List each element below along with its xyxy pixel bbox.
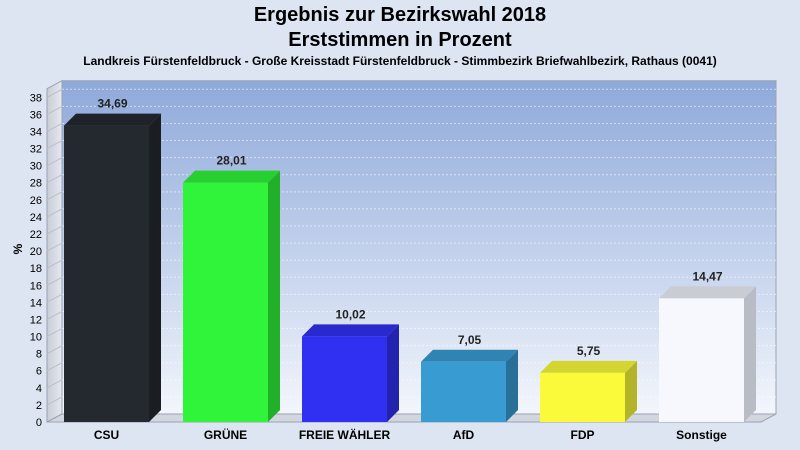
gridline-side bbox=[46, 225, 63, 235]
y-tick-label: 18 bbox=[30, 263, 42, 275]
y-axis-label: % bbox=[11, 243, 25, 254]
bar-top bbox=[183, 170, 280, 183]
chart-title: Ergebnis zur Bezirkswahl 2018 bbox=[253, 4, 547, 26]
gridline-side bbox=[46, 259, 63, 269]
gridline-side bbox=[46, 379, 63, 389]
y-tick-label: 20 bbox=[30, 246, 42, 258]
x-tick-label: Sonstige bbox=[676, 428, 727, 442]
gridline-side bbox=[46, 123, 63, 132]
bar bbox=[64, 125, 149, 423]
bar bbox=[183, 182, 268, 422]
y-tick-label: 26 bbox=[30, 195, 42, 207]
x-tick-label: AfD bbox=[453, 428, 475, 442]
bar-side bbox=[506, 349, 518, 422]
bar-value-label: 7,05 bbox=[458, 333, 482, 347]
y-tick-label: 14 bbox=[30, 297, 42, 309]
y-tick-label: 6 bbox=[36, 366, 42, 378]
bar bbox=[659, 298, 744, 422]
y-tick-label: 28 bbox=[30, 178, 42, 190]
y-tick-label: 34 bbox=[30, 126, 42, 138]
y-tick-label: 12 bbox=[30, 314, 42, 326]
bar-value-label: 14,47 bbox=[692, 269, 722, 283]
y-tick-label: 22 bbox=[30, 229, 42, 241]
gridline-side bbox=[46, 345, 63, 355]
bar-value-label: 5,75 bbox=[577, 344, 601, 358]
y-tick-label: 24 bbox=[30, 212, 42, 224]
x-tick-label: FDP bbox=[571, 428, 595, 442]
gridline-side bbox=[46, 157, 63, 167]
bar-side bbox=[744, 286, 756, 422]
y-tick-label: 30 bbox=[30, 161, 42, 173]
bar-side bbox=[268, 170, 280, 422]
gridline-side bbox=[46, 276, 63, 286]
gridline-side bbox=[46, 396, 63, 406]
plot-background bbox=[61, 80, 777, 415]
y-tick-label: 10 bbox=[30, 332, 42, 344]
gridline-side bbox=[46, 293, 63, 303]
side-wall bbox=[46, 79, 63, 423]
gridline-side bbox=[46, 191, 63, 201]
bar-side bbox=[387, 324, 399, 422]
gridline-side bbox=[46, 362, 63, 372]
y-tick-label: 32 bbox=[30, 144, 42, 156]
y-tick-label: 8 bbox=[36, 349, 42, 361]
gridline-side bbox=[46, 242, 63, 252]
y-tick-label: 4 bbox=[36, 383, 42, 395]
bar-value-label: 28,01 bbox=[216, 154, 246, 168]
bar-top bbox=[302, 324, 399, 337]
bar-side bbox=[625, 360, 637, 422]
bar-top bbox=[421, 349, 518, 362]
y-tick-label: 36 bbox=[30, 109, 42, 121]
x-tick-label: FREIE WÄHLER bbox=[299, 427, 391, 442]
bar bbox=[421, 361, 506, 422]
gridline-side bbox=[46, 328, 63, 337]
gridline-side bbox=[46, 311, 63, 320]
y-tick-label: 0 bbox=[36, 417, 42, 429]
gridline-side bbox=[46, 208, 63, 218]
y-tick-label: 2 bbox=[36, 400, 42, 412]
y-tick-label: 38 bbox=[30, 92, 42, 104]
chart-subtitle: Erststimmen in Prozent bbox=[288, 29, 512, 51]
bar-top bbox=[540, 360, 637, 373]
bar bbox=[540, 372, 625, 422]
bar-value-label: 34,69 bbox=[97, 97, 127, 111]
bar-top bbox=[659, 286, 756, 299]
gridline-side bbox=[46, 174, 63, 184]
gridline-side bbox=[46, 140, 63, 150]
y-tick-label: 16 bbox=[30, 280, 42, 292]
bar bbox=[302, 336, 387, 422]
chart-caption: Landkreis Fürstenfeldbruck - Große Kreis… bbox=[83, 54, 717, 68]
x-tick-label: CSU bbox=[94, 428, 119, 442]
gridline-side bbox=[46, 105, 63, 115]
bar-side bbox=[149, 113, 161, 423]
bar-top bbox=[64, 113, 161, 126]
gridline-side bbox=[46, 88, 63, 98]
bar-value-label: 10,02 bbox=[335, 307, 365, 321]
x-tick-label: GRÜNE bbox=[204, 427, 247, 442]
